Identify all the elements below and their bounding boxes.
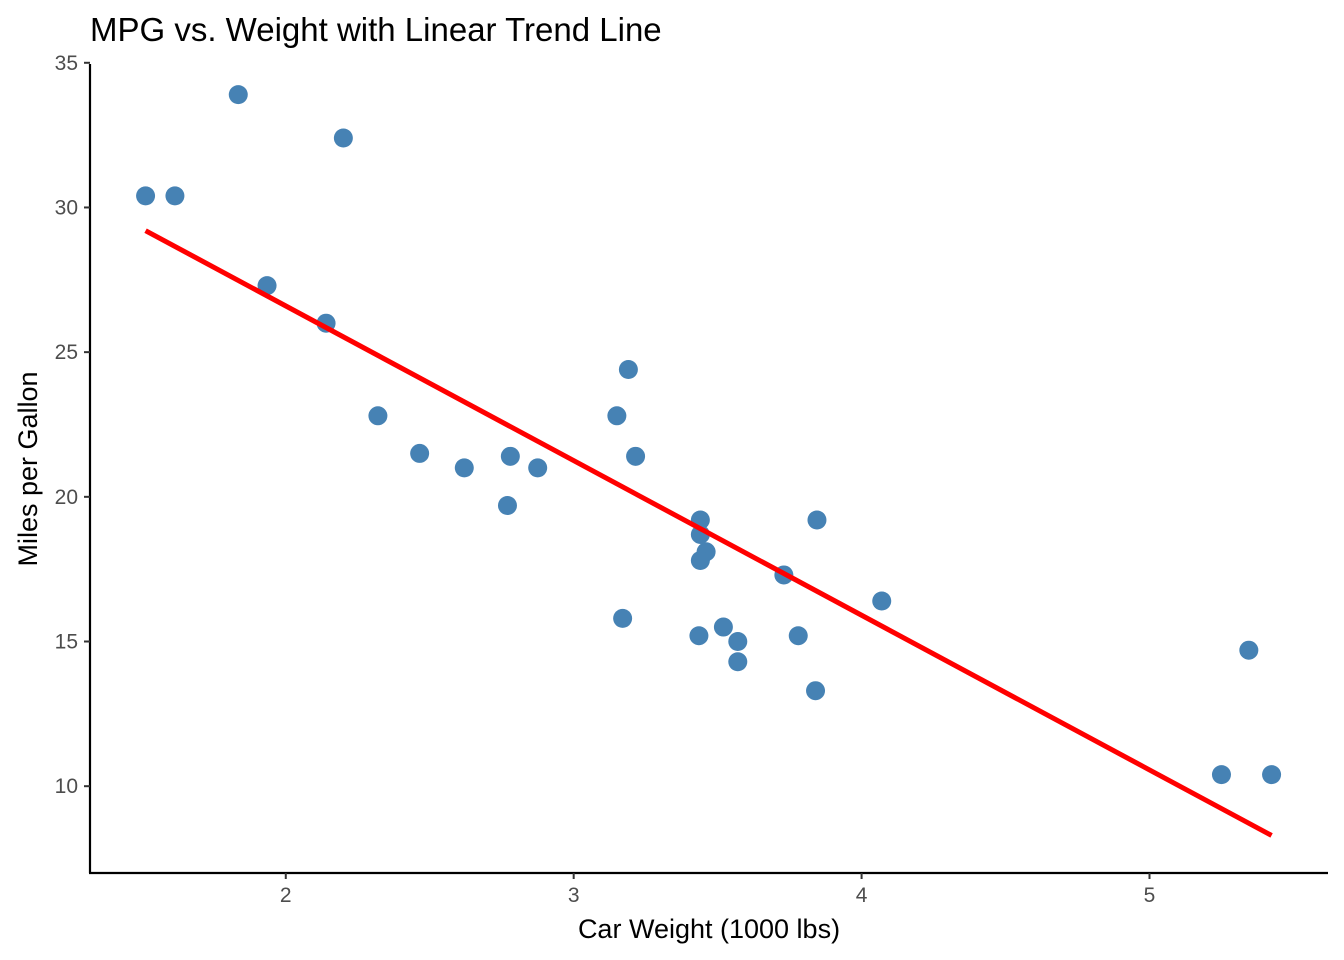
x-tick-label-2: 2 xyxy=(280,884,292,907)
trend-line xyxy=(144,228,1273,838)
data-point-28 xyxy=(136,186,156,206)
y-tick-label-10: 10 xyxy=(55,775,78,798)
y-tick-label-30: 30 xyxy=(55,196,78,219)
x-axis-label: Car Weight (1000 lbs) xyxy=(578,914,840,944)
x-tick-label-5: 5 xyxy=(1144,884,1156,907)
plot-area xyxy=(136,85,1282,838)
y-tick-label-15: 15 xyxy=(55,631,78,654)
data-point-21 xyxy=(410,443,430,463)
data-point-8 xyxy=(618,360,638,380)
y-axis-ticks: 10 15 20 25 30 35 xyxy=(55,52,90,798)
data-point-22 xyxy=(713,617,733,637)
data-point-24 xyxy=(806,681,826,701)
y-tick-label-25: 25 xyxy=(55,341,78,364)
data-point-17 xyxy=(1239,640,1259,660)
data-point-9 xyxy=(607,406,627,426)
x-tick-label-4: 4 xyxy=(856,884,868,907)
data-point-26 xyxy=(257,276,277,296)
x-tick-label-3: 3 xyxy=(568,884,580,907)
chart-title: MPG vs. Weight with Linear Trend Line xyxy=(90,11,662,48)
data-point-11 xyxy=(690,550,710,570)
data-point-14 xyxy=(788,626,808,646)
data-point-16 xyxy=(1262,765,1282,785)
data-point-29 xyxy=(613,608,633,628)
data-points xyxy=(136,85,1282,785)
data-point-1 xyxy=(454,458,474,478)
data-point-12 xyxy=(872,591,892,611)
data-point-32 xyxy=(500,446,520,466)
data-point-15 xyxy=(1211,765,1231,785)
data-point-20 xyxy=(228,85,248,105)
data-point-7 xyxy=(728,652,748,672)
data-point-30 xyxy=(497,496,517,516)
x-axis-ticks: 2 3 4 5 xyxy=(280,873,1155,907)
data-point-3 xyxy=(368,406,388,426)
y-tick-label-35: 35 xyxy=(55,52,78,75)
data-point-25 xyxy=(807,510,827,530)
data-point-23 xyxy=(689,626,709,646)
data-point-19 xyxy=(165,186,185,206)
data-point-2 xyxy=(528,458,548,478)
data-point-18 xyxy=(333,128,353,148)
trend-line-layer xyxy=(144,228,1273,838)
y-tick-label-20: 20 xyxy=(55,486,78,509)
y-axis-label: Miles per Gallon xyxy=(13,371,43,566)
data-point-31 xyxy=(728,632,748,652)
data-point-4 xyxy=(626,446,646,466)
